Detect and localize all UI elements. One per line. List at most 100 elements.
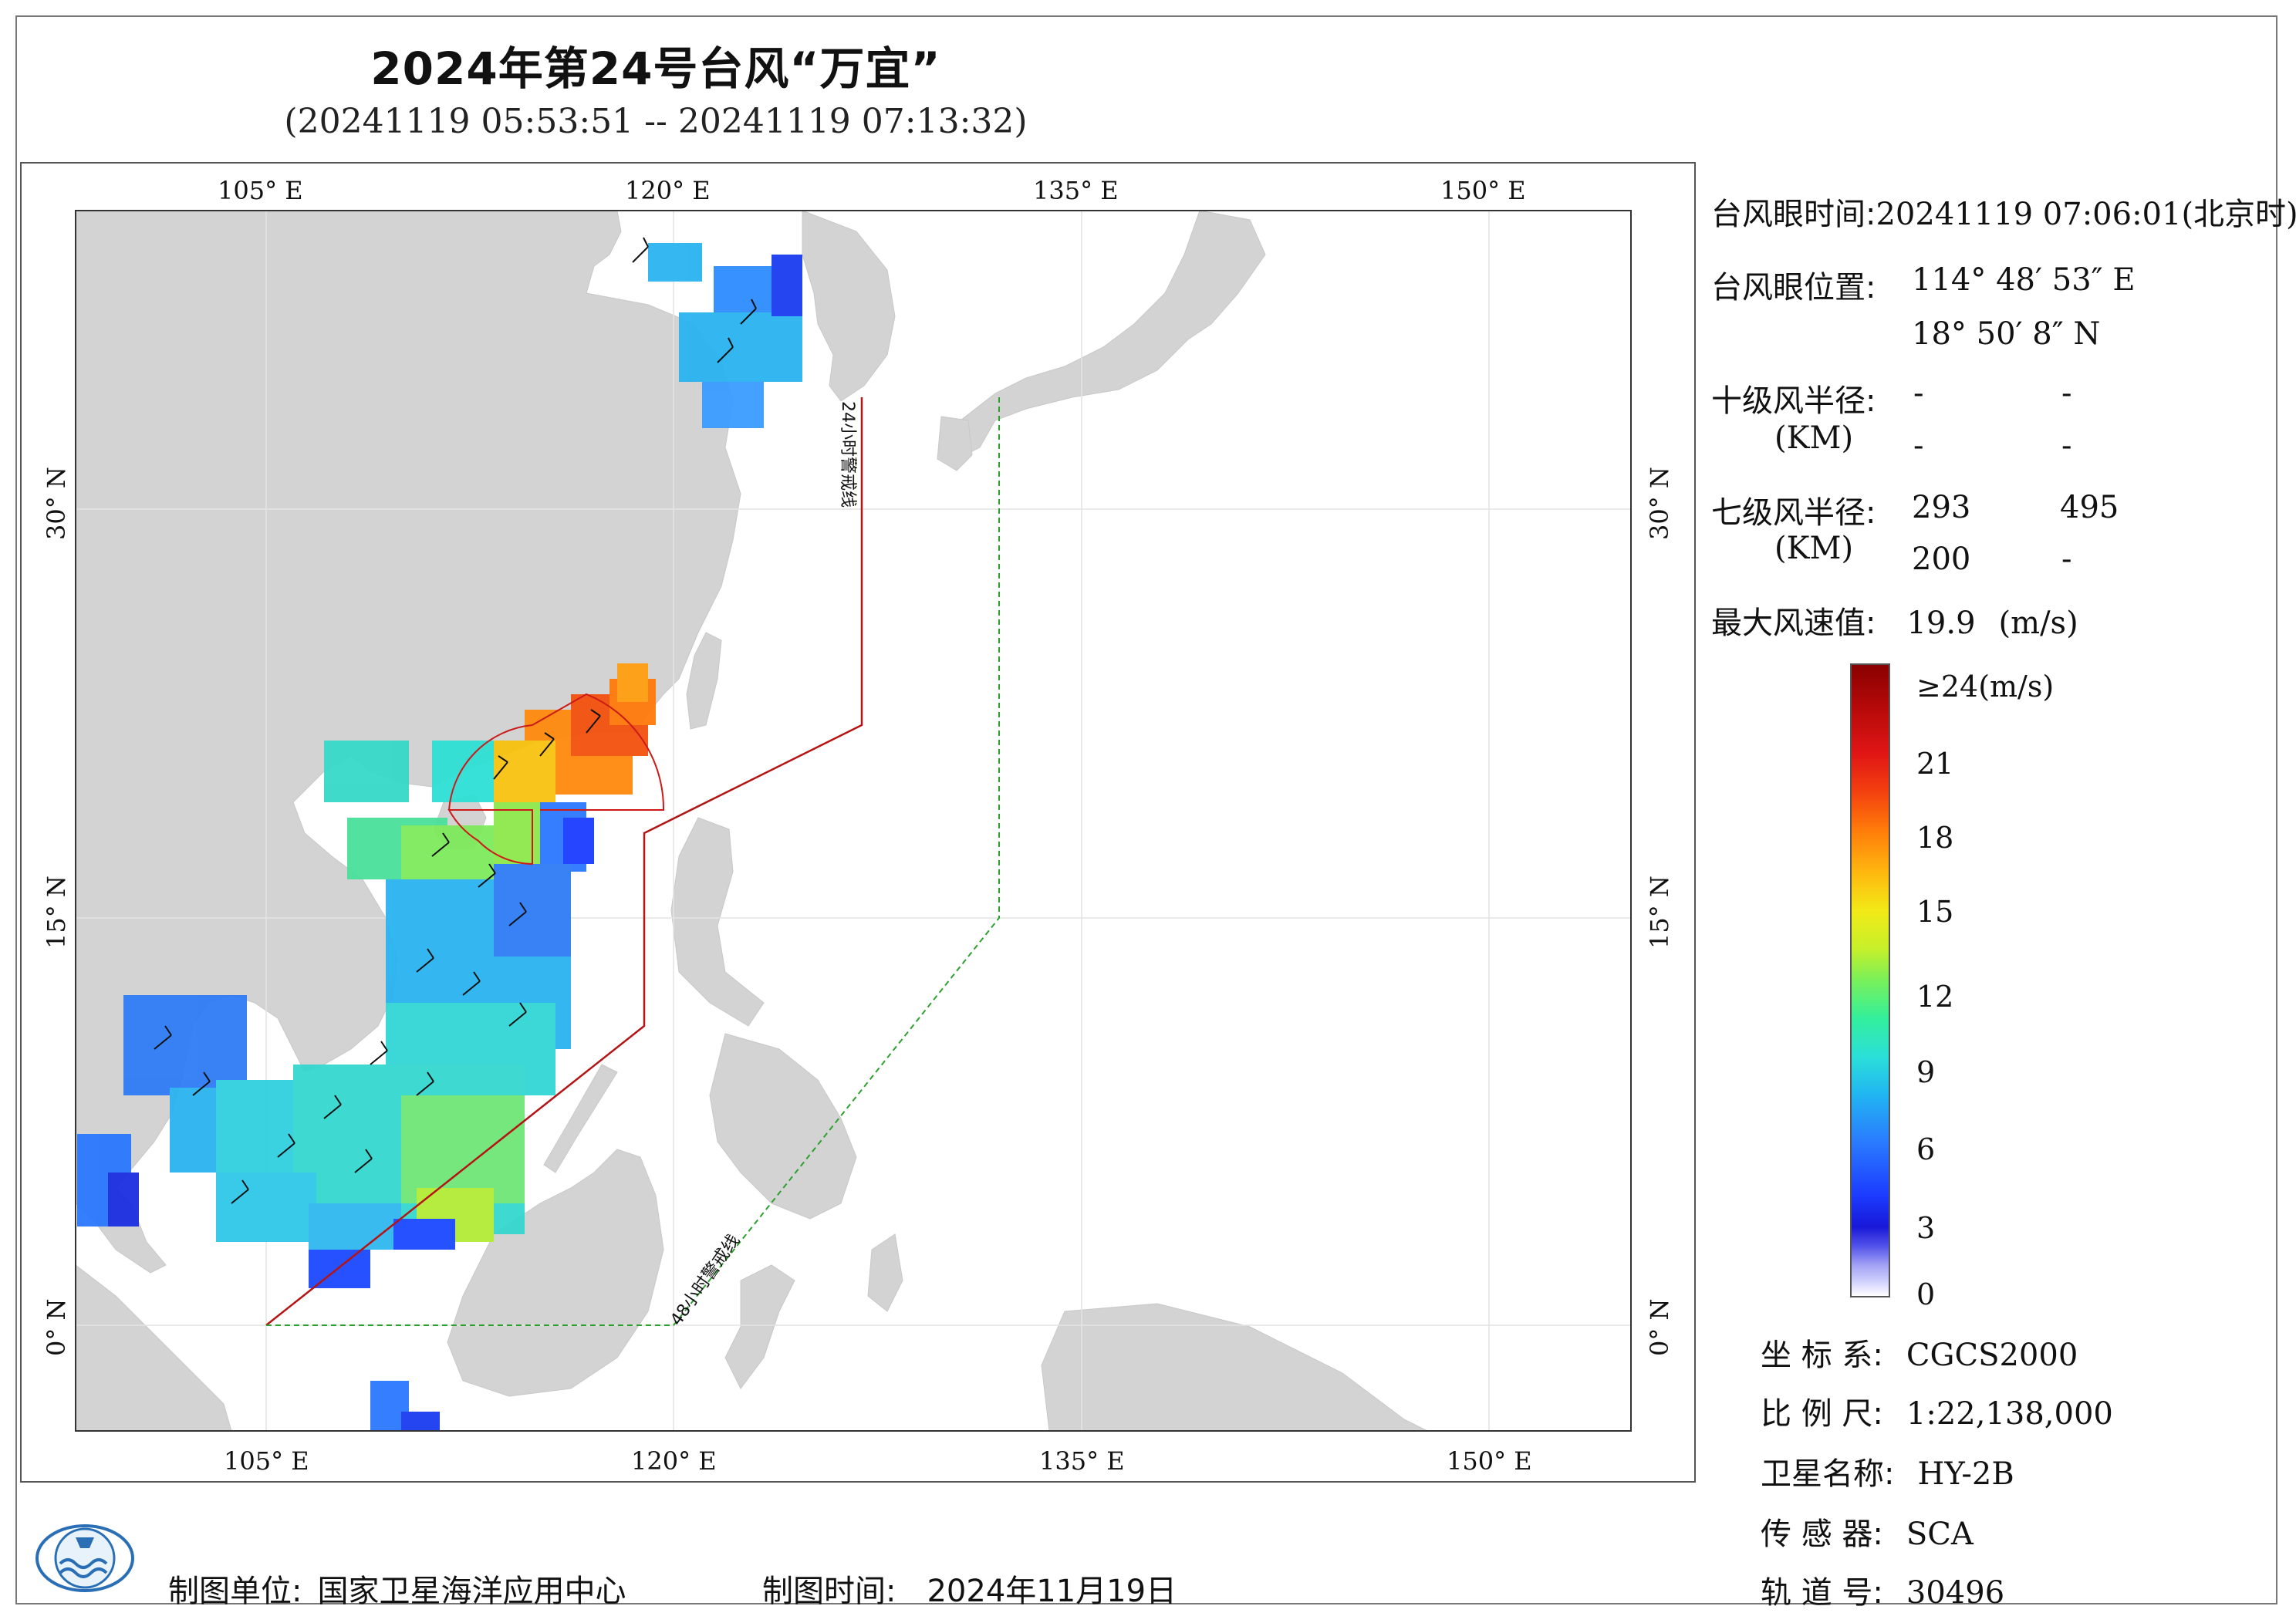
top-lon-label: 135° E — [1033, 176, 1119, 205]
r7-unit: (KM) — [1774, 531, 1854, 566]
kyushu — [937, 416, 973, 471]
r10-value: - — [1913, 376, 1924, 411]
colorbar-tick: 3 — [1916, 1211, 1936, 1245]
colorbar-top-label: ≥24(m/s) — [1916, 670, 2055, 704]
swath-cell — [494, 741, 555, 802]
warning-24h-label: 24小时警戒线 — [838, 401, 857, 508]
eye-pos-label: 台风眼位置: — [1711, 270, 1876, 305]
swath-cell — [563, 818, 594, 864]
map-frame — [20, 162, 1696, 1483]
eye-time-value: 20241119 07:06:01(北京时) — [1876, 197, 2296, 232]
date-row: 制图时间: 2024年11月19日 — [762, 1566, 1177, 1611]
swath-cell — [702, 382, 764, 428]
producer-label: 制图单位: — [168, 1574, 302, 1609]
satellite-value: HY-2B — [1917, 1456, 2014, 1492]
crs-label: 坐 标 系: — [1761, 1338, 1883, 1373]
sensor-row: 传 感 器: SCA — [1761, 1509, 1974, 1554]
colorbar-tick: 12 — [1916, 980, 1954, 1014]
left-lat-label: 0° N — [42, 1298, 71, 1356]
producer-value: 国家卫星海洋应用中心 — [317, 1574, 626, 1609]
right-lat-label: 15° N — [1645, 876, 1674, 949]
r10-value: - — [2061, 376, 2072, 411]
producer-row: 制图单位: 国家卫星海洋应用中心 — [168, 1566, 626, 1611]
swath-cell — [309, 1203, 401, 1250]
crs-row: 坐 标 系: CGCS2000 — [1761, 1330, 2078, 1375]
eye-time-label: 台风眼时间: — [1711, 197, 1876, 232]
r7-value: - — [2061, 542, 2072, 577]
left-lat-label: 30° N — [42, 467, 71, 540]
swath-cell — [679, 312, 802, 382]
max-wind-row: 最大风速值: 19.9 (m/s) — [1711, 598, 2078, 643]
sensor-label: 传 感 器: — [1761, 1517, 1883, 1552]
borneo — [447, 1149, 664, 1397]
wind-swath — [77, 243, 802, 1431]
bottom-lon-label: 150° E — [1447, 1446, 1532, 1476]
sensor-value: SCA — [1906, 1517, 1974, 1552]
wind-speed-colorbar — [1850, 663, 1890, 1297]
eye-lat-value: 18° 50′ 8″ N — [1912, 316, 2101, 352]
luzon — [670, 817, 765, 1027]
max-wind-value: 19.9 — [1906, 606, 1976, 641]
date-label: 制图时间: — [762, 1574, 896, 1609]
sulawesi — [724, 1264, 795, 1389]
r7-value: 495 — [2060, 490, 2119, 525]
orbit-value: 30496 — [1906, 1575, 2005, 1611]
swath-cell — [309, 1250, 370, 1288]
wind-barbs — [154, 237, 757, 1204]
top-lon-label: 105° E — [218, 176, 303, 205]
swath-cell — [401, 1412, 440, 1431]
visayas-mindanao — [709, 1033, 857, 1220]
r10-value: - — [1913, 428, 1924, 464]
swath-cell — [393, 1219, 455, 1250]
warning-line-24h — [265, 397, 863, 1326]
scale-row: 比 例 尺: 1:22,138,000 — [1761, 1388, 2113, 1433]
bottom-lon-label: 120° E — [631, 1446, 717, 1476]
eye-time-row: 台风眼时间:20241119 07:06:01(北京时) — [1711, 189, 2296, 234]
japan — [940, 211, 1266, 460]
new-guinea — [1041, 1303, 1428, 1431]
r10-label: 十级风半径: — [1711, 383, 1876, 419]
r7-value: 200 — [1912, 542, 1971, 577]
orbit-row: 轨 道 号: 30496 — [1761, 1567, 2004, 1612]
warning-line-48h — [266, 397, 1000, 1326]
swath-cell — [108, 1173, 139, 1227]
date-value: 2024年11月19日 — [927, 1574, 1177, 1609]
colorbar-tick: 21 — [1916, 747, 1954, 781]
scale-label: 比 例 尺: — [1761, 1396, 1883, 1432]
r7-label: 七级风半径: — [1711, 495, 1876, 531]
r7-value: 293 — [1912, 490, 1971, 525]
right-lat-label: 0° N — [1645, 1298, 1674, 1356]
right-lat-label: 30° N — [1645, 467, 1674, 540]
swath-cell — [494, 864, 571, 957]
colorbar-tick: 15 — [1916, 895, 1954, 929]
korea — [802, 211, 896, 402]
page-frame — [15, 15, 2277, 1604]
top-lon-label: 150° E — [1440, 176, 1526, 205]
swath-cell — [216, 1173, 316, 1242]
satellite-row: 卫星名称: HY-2B — [1761, 1449, 2014, 1493]
scale-value: 1:22,138,000 — [1906, 1396, 2113, 1432]
sumatra — [76, 1264, 232, 1431]
wind-radius-7 — [447, 693, 665, 865]
halmahera — [867, 1233, 903, 1312]
colorbar-tick: 18 — [1916, 821, 1954, 855]
swath-cell — [617, 663, 648, 702]
swath-cell — [772, 255, 802, 316]
colorbar-tick: 6 — [1916, 1132, 1936, 1166]
r10-value: - — [2061, 428, 2072, 464]
swath-cell — [648, 243, 702, 282]
taiwan — [686, 632, 722, 730]
map-subtitle: (20241119 05:53:51 -- 20241119 07:13:32) — [284, 102, 1028, 141]
max-wind-label: 最大风速值: — [1711, 606, 1876, 641]
crs-value: CGCS2000 — [1906, 1338, 2078, 1373]
palawan — [543, 1064, 618, 1173]
map-title: 2024年第24号台风“万宜” — [370, 42, 941, 95]
swath-cell — [324, 741, 409, 802]
colorbar-tick: 0 — [1916, 1277, 1936, 1311]
map-border — [75, 210, 1632, 1432]
orbit-label: 轨 道 号: — [1761, 1575, 1883, 1611]
nsoas-logo — [35, 1524, 134, 1592]
satellite-label: 卫星名称: — [1761, 1456, 1895, 1492]
eye-lon-value: 114° 48′ 53″ E — [1912, 262, 2136, 298]
